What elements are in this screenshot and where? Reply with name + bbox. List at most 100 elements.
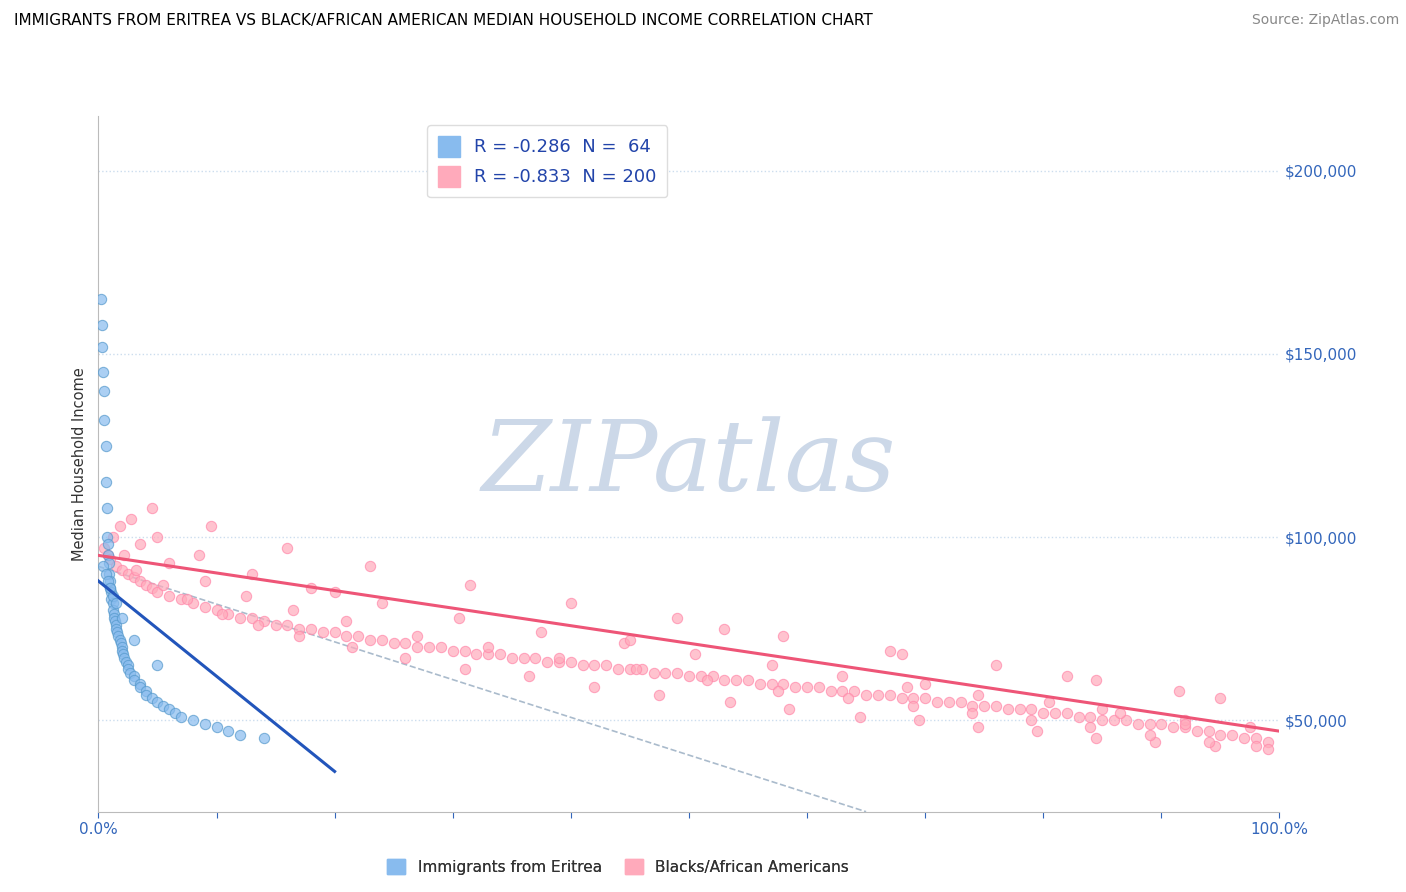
Point [441, 643, 464, 657]
Point [548, 655, 571, 669]
Point [1091, 702, 1114, 716]
Point [1115, 713, 1137, 727]
Point [91, 365, 114, 379]
Point [453, 643, 475, 657]
Point [382, 636, 405, 650]
Point [1185, 724, 1208, 739]
Point [128, 537, 150, 551]
Point [312, 625, 335, 640]
Point [772, 629, 794, 643]
Point [90, 292, 112, 306]
Point [654, 665, 676, 680]
Point [394, 651, 416, 665]
Point [666, 610, 689, 624]
Point [97, 549, 120, 563]
Point [1032, 706, 1054, 720]
Point [152, 577, 174, 591]
Point [112, 647, 135, 661]
Point [583, 658, 606, 673]
Point [120, 665, 142, 680]
Point [761, 676, 783, 690]
Point [1144, 735, 1167, 749]
Point [299, 582, 322, 596]
Point [394, 636, 416, 650]
Point [837, 691, 859, 706]
Point [187, 549, 209, 563]
Point [229, 728, 252, 742]
Point [98, 566, 121, 581]
Point [524, 651, 547, 665]
Text: IMMIGRANTS FROM ERITREA VS BLACK/AFRICAN AMERICAN MEDIAN HOUSEHOLD INCOME CORREL: IMMIGRANTS FROM ERITREA VS BLACK/AFRICAN… [14, 13, 873, 29]
Point [194, 716, 217, 731]
Point [1109, 706, 1132, 720]
Point [1080, 709, 1102, 723]
Point [170, 709, 193, 723]
Point [157, 589, 180, 603]
Point [713, 622, 735, 636]
Point [903, 698, 925, 713]
Point [194, 599, 217, 614]
Point [104, 615, 127, 629]
Point [91, 340, 114, 354]
Point [453, 662, 475, 676]
Point [1244, 731, 1267, 746]
Point [217, 607, 239, 621]
Point [1021, 702, 1043, 716]
Point [111, 563, 134, 577]
Point [146, 658, 169, 673]
Point [94, 438, 117, 452]
Point [785, 680, 807, 694]
Point [406, 629, 429, 643]
Point [283, 603, 305, 617]
Point [299, 622, 322, 636]
Point [624, 662, 647, 676]
Point [98, 582, 121, 596]
Point [1102, 713, 1125, 727]
Point [100, 585, 122, 599]
Point [108, 519, 131, 533]
Point [194, 574, 217, 588]
Point [678, 669, 700, 683]
Point [1067, 709, 1090, 723]
Point [253, 615, 276, 629]
Point [879, 688, 901, 702]
Point [1085, 731, 1108, 746]
Point [807, 680, 830, 694]
Point [240, 610, 263, 624]
Point [96, 500, 118, 515]
Point [229, 610, 252, 624]
Point [984, 658, 1007, 673]
Point [683, 647, 706, 661]
Point [512, 651, 534, 665]
Point [335, 615, 357, 629]
Point [288, 629, 311, 643]
Point [560, 655, 582, 669]
Point [200, 519, 222, 533]
Point [205, 603, 228, 617]
Point [766, 684, 789, 698]
Point [105, 625, 128, 640]
Point [1174, 716, 1197, 731]
Point [94, 566, 117, 581]
Point [125, 563, 148, 577]
Point [967, 688, 990, 702]
Point [702, 669, 724, 683]
Point [141, 500, 163, 515]
Point [146, 585, 169, 599]
Point [1043, 706, 1066, 720]
Point [276, 541, 298, 555]
Point [108, 632, 131, 647]
Point [107, 629, 129, 643]
Point [101, 530, 124, 544]
Point [477, 640, 499, 654]
Point [371, 632, 394, 647]
Point [903, 691, 925, 706]
Point [105, 622, 128, 636]
Point [135, 577, 157, 591]
Point [110, 636, 132, 650]
Point [536, 655, 558, 669]
Point [648, 688, 671, 702]
Point [100, 592, 122, 607]
Point [181, 596, 204, 610]
Point [112, 651, 135, 665]
